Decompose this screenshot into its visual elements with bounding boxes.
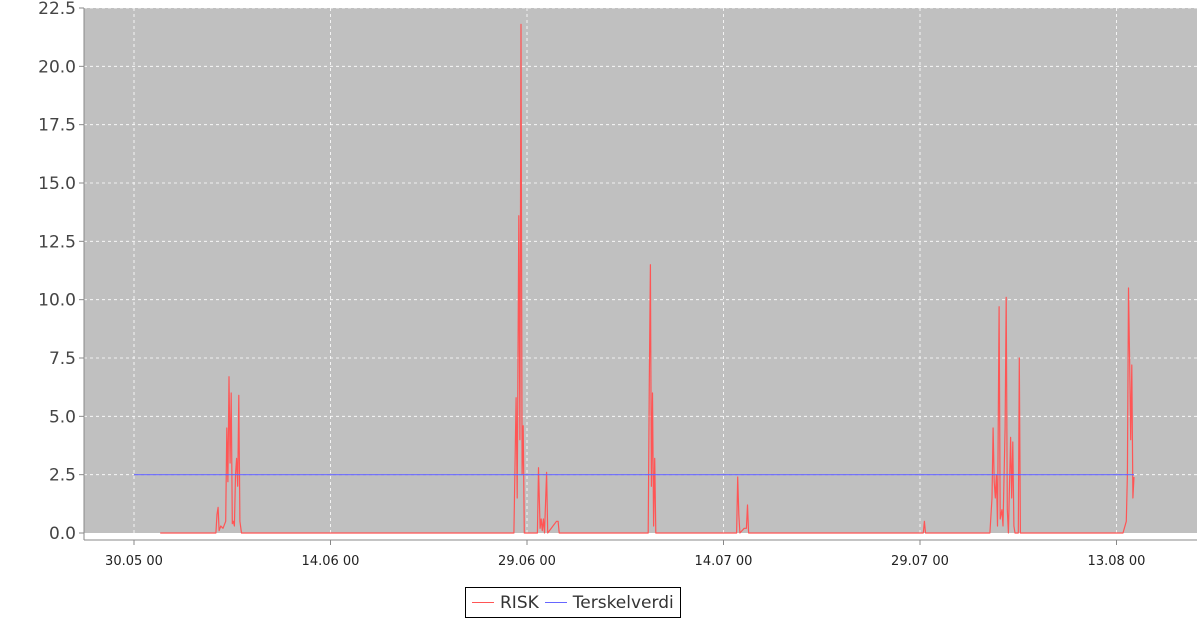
x-tick-label: 29.07 00	[891, 554, 949, 569]
legend: RISK Terskelverdi	[465, 587, 681, 618]
y-tick-label: 0.0	[49, 524, 76, 544]
legend-item-terskelverdi: Terskelverdi	[544, 592, 674, 613]
x-tick-label: 14.07 00	[695, 554, 753, 569]
x-tick-label: 29.06 00	[498, 554, 556, 569]
plot-area	[84, 8, 1197, 533]
y-axis-ticks: 0.0 2.5 5.0 7.5 10.0 12.5 15.0 17.5 20.0 22.5	[38, 0, 84, 544]
y-tick-label: 22.5	[38, 0, 76, 19]
legend-swatch-risk	[472, 602, 494, 603]
x-tick-label: 30.05 00	[105, 554, 163, 569]
y-tick-label: 15.0	[38, 174, 76, 194]
x-tick-label: 13.08 00	[1088, 554, 1146, 569]
x-tick-label: 14.06 00	[302, 554, 360, 569]
x-axis-ticks: 30.05 00 14.06 00 29.06 00 14.07 00 29.07 00…	[105, 540, 1145, 569]
y-tick-label: 12.5	[38, 232, 76, 252]
series-layer	[134, 23, 1135, 534]
risk-chart: 0.0 2.5 5.0 7.5 10.0 12.5 15.0 17.5 20.0 22.5 30.…	[38, 0, 1197, 569]
y-tick-label: 5.0	[49, 407, 76, 427]
y-tick-label: 10.0	[38, 291, 76, 311]
y-tick-label: 17.5	[38, 116, 76, 136]
legend-label-risk: RISK	[500, 592, 539, 613]
y-tick-label: 7.5	[49, 349, 76, 369]
y-tick-label: 2.5	[49, 466, 76, 486]
legend-label-terskelverdi: Terskelverdi	[572, 592, 674, 613]
y-tick-label: 20.0	[38, 57, 76, 77]
legend-swatch-terskelverdi	[544, 602, 567, 603]
series-line-risk	[160, 23, 1135, 534]
legend-item-risk: RISK	[472, 593, 539, 613]
